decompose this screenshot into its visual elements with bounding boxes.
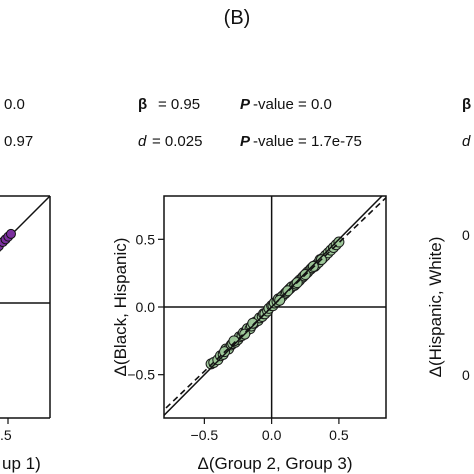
- pvalue-2-label: P: [240, 133, 251, 150]
- x-tick-label: −0.5: [191, 427, 219, 443]
- left-stat-1: 0.0: [4, 96, 25, 113]
- right-panel: Δ(Hispanic, White) 0 0: [426, 227, 470, 383]
- x-tick-label: 0.5: [329, 427, 349, 443]
- y-tick-label: −0.5: [127, 367, 155, 383]
- right-ytick-label-1: 0: [462, 227, 470, 243]
- right-stat-1-symbol: β: [462, 96, 471, 113]
- identity-line: [164, 196, 384, 417]
- main-panel: −0.5 0.0 0.5 0.5 0.0 −0.5 Δ(Group 2, Group 3…: [111, 195, 387, 473]
- right-ytick-label-2: 0: [462, 367, 470, 383]
- pvalue-1-label: P: [240, 96, 251, 113]
- scatter-point: [247, 317, 259, 329]
- right-ylabel-fragment: Δ(Hispanic, White): [426, 237, 445, 378]
- y-tick-label: 0.0: [136, 299, 156, 315]
- left-xtick-label: .5: [0, 427, 12, 443]
- x-tick-label: 0.0: [262, 427, 282, 443]
- pvalue-1-value: -value = 0.0: [253, 96, 332, 113]
- left-xlabel-fragment: up 1): [2, 454, 41, 473]
- y-tick-label: 0.5: [136, 231, 156, 247]
- stats-row-2: d = 0.025 P -value = 1.7e-75: [138, 133, 362, 150]
- d-symbol: d: [138, 133, 147, 150]
- beta-symbol: β: [138, 96, 147, 113]
- stats-row-1: β = 0.95 P -value = 0.0: [138, 96, 332, 113]
- d-value: = 0.025: [152, 133, 202, 150]
- y-axis-label: Δ(Black, Hispanic): [111, 238, 130, 377]
- right-stat-2-symbol: d: [462, 133, 471, 150]
- left-scatter-point: [5, 228, 16, 239]
- panel-label: (B): [224, 7, 251, 29]
- left-panel-points: [0, 228, 16, 253]
- beta-value: = 0.95: [158, 96, 200, 113]
- left-stat-2: 0.97: [4, 133, 33, 150]
- x-axis-ticks: −0.5 0.0 0.5: [191, 418, 349, 443]
- left-panel: .5 up 1): [0, 195, 51, 473]
- x-axis-label: Δ(Group 2, Group 3): [198, 454, 353, 473]
- fit-line-dashed: [164, 196, 386, 411]
- y-axis-ticks: 0.5 0.0 −0.5: [127, 231, 164, 383]
- pvalue-2-value: -value = 1.7e-75: [253, 133, 362, 150]
